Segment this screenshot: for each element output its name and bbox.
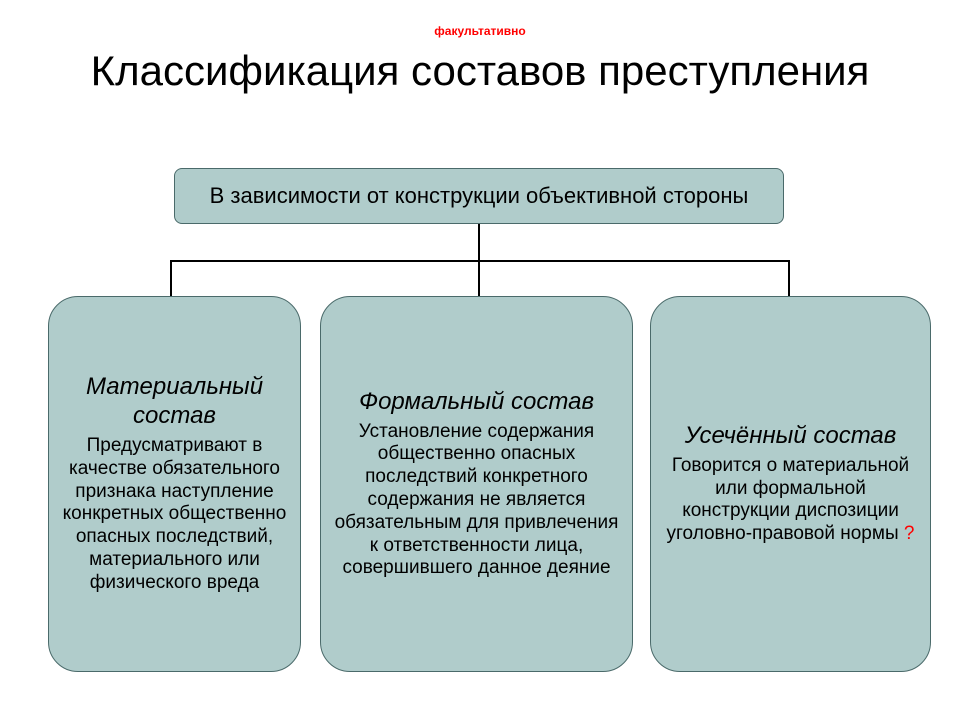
connector-drop-3 (788, 260, 790, 296)
page-title: Классификация составов преступления (0, 48, 960, 148)
child-node-1: Материальный состав Предусматривают в ка… (48, 296, 301, 672)
child-node-2-title: Формальный состав (331, 388, 622, 417)
child-node-1-title: Материальный состав (59, 373, 290, 431)
root-node: В зависимости от конструкции объективной… (174, 168, 784, 224)
child-node-3: Усечённый состав Говорится о материально… (650, 296, 931, 672)
connector-drop-1 (170, 260, 172, 296)
child-node-1-body: Предусматривают в качестве обязательного… (59, 435, 290, 595)
connector-hline (170, 260, 790, 262)
connector-drop-2 (478, 260, 480, 296)
child-node-2-body: Установление содержания общественно опас… (331, 421, 622, 581)
root-node-text: В зависимости от конструкции объективной… (210, 183, 749, 209)
overline-label: факультативно (0, 24, 960, 38)
child-node-3-title: Усечённый состав (661, 422, 920, 451)
slide: факультативно Классификация составов пре… (0, 0, 960, 720)
question-mark: ? (904, 523, 915, 544)
connector-trunk (478, 224, 480, 260)
child-node-3-body-text: Говорится о материальной или формальной … (667, 455, 910, 544)
child-node-3-body: Говорится о материальной или формальной … (661, 455, 920, 546)
child-node-2: Формальный состав Установление содержани… (320, 296, 633, 672)
